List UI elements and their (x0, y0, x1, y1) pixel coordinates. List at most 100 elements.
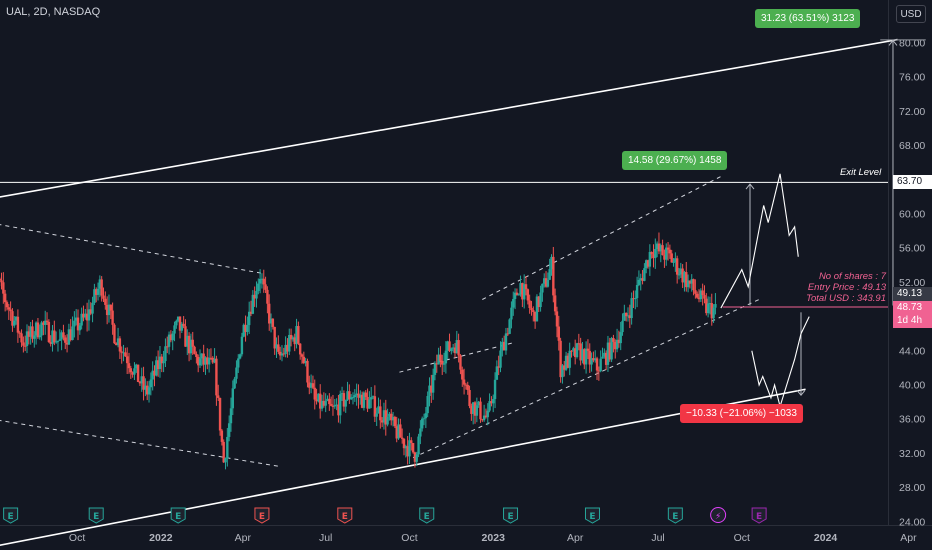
candle-body (300, 354, 304, 357)
candle-body (652, 254, 655, 259)
candle-body (588, 350, 591, 365)
candle-body (550, 256, 553, 270)
candle-body (249, 311, 253, 314)
candle-body (675, 258, 679, 275)
candle-body (266, 289, 269, 304)
candle-body (95, 289, 98, 295)
candle-body (282, 353, 285, 355)
candle-body (115, 343, 118, 346)
candle-body (311, 383, 315, 388)
candle-body (60, 332, 63, 340)
candle-body (399, 424, 402, 438)
candle-body (359, 394, 362, 398)
candle-body (14, 316, 18, 321)
candle-body (692, 279, 695, 291)
y-tick-label: 24.00 (899, 516, 925, 528)
candle-body (641, 278, 644, 281)
candle-body (78, 325, 82, 331)
x-tick-label: 2022 (149, 532, 173, 544)
candle-body (674, 258, 677, 262)
candle-body (85, 313, 89, 321)
candle-body (497, 366, 500, 368)
candle-body (648, 251, 652, 267)
candle-body (0, 278, 1, 281)
candle-body (346, 391, 349, 401)
y-tick-label: 44.00 (899, 345, 925, 357)
candle-body (182, 323, 185, 327)
candle-body (708, 303, 712, 305)
candle-body (331, 405, 335, 407)
candle-body (206, 357, 209, 365)
candle-body (195, 353, 198, 358)
x-tick-label: Jul (319, 532, 332, 544)
candle-body (541, 283, 544, 293)
candle-body (614, 341, 617, 350)
candle-body (590, 358, 593, 365)
candle-body (293, 337, 296, 345)
candle-body (561, 365, 564, 378)
candle-body (683, 272, 686, 283)
candle-body (619, 332, 622, 344)
candle-body (466, 384, 469, 390)
candle-body (255, 290, 258, 299)
entry-price-label: Entry Price : 49.13 (807, 282, 886, 293)
earnings-event-marker (170, 507, 186, 524)
candle-body (167, 334, 171, 347)
x-tick-label: Apr (235, 532, 252, 544)
candle-body (187, 335, 191, 354)
candle-body (277, 344, 280, 352)
candle-body (93, 289, 96, 303)
candle-body (291, 337, 295, 340)
candle-body (146, 385, 149, 395)
candle-body (437, 354, 440, 365)
currency-button[interactable]: USD (896, 5, 926, 23)
candle-body (577, 343, 581, 345)
candle-body (33, 335, 36, 339)
earnings-event-label: E (589, 512, 595, 522)
candle-body (462, 379, 466, 385)
stop-measure-badge: −10.33 (−21.06%) −1033 (680, 404, 803, 423)
x-tick-label: Oct (734, 532, 750, 544)
candle-body (313, 387, 316, 400)
candle-body (186, 335, 189, 347)
candle-body (169, 334, 173, 341)
candle-body (473, 402, 477, 416)
candle-body (337, 404, 340, 416)
y-tick-label: 32.00 (899, 448, 925, 460)
candle-body (289, 334, 293, 340)
candle-body (25, 331, 29, 347)
candle-body (47, 321, 51, 343)
candle-body (105, 304, 109, 316)
candle-body (424, 413, 428, 419)
candle-body (111, 310, 114, 325)
candle-body (519, 283, 522, 295)
candle-body (444, 350, 448, 364)
candle-body (608, 342, 611, 360)
candle-body (515, 292, 519, 296)
candle-body (51, 330, 54, 344)
candle-body (612, 338, 615, 342)
candle-body (116, 338, 120, 346)
candle-body (29, 326, 32, 337)
candle-body (694, 290, 697, 294)
candle-body (410, 440, 413, 443)
candle-body (546, 279, 550, 287)
candle-body (160, 356, 163, 364)
candle-body (135, 364, 138, 369)
candle-body (304, 360, 307, 364)
candle-body (16, 316, 20, 333)
candle-body (439, 354, 442, 361)
candle-body (632, 298, 635, 300)
candle-body (278, 351, 282, 356)
candle-body (623, 312, 626, 321)
candle-body (240, 336, 244, 355)
candle-body (242, 324, 245, 337)
candle-body (601, 356, 604, 359)
candle-body (96, 288, 100, 295)
candle-body (166, 346, 169, 348)
candle-body (11, 311, 14, 326)
candle-body (231, 388, 235, 409)
candle-body (104, 298, 107, 305)
candle-body (173, 325, 176, 334)
